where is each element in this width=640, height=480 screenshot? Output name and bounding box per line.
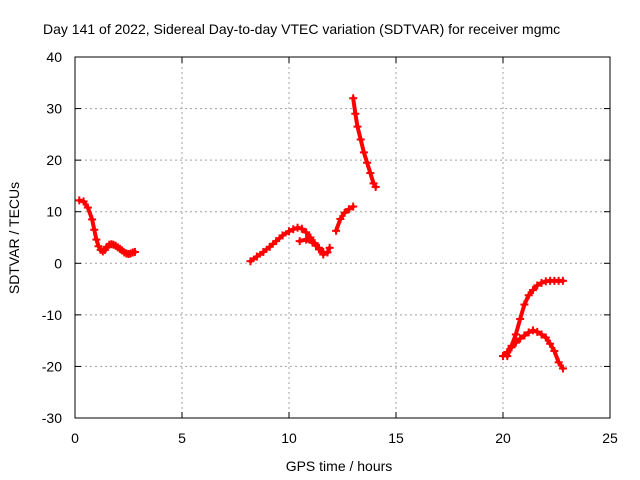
data-point bbox=[302, 228, 311, 237]
x-axis-label: GPS time / hours bbox=[286, 458, 393, 474]
x-tick-labels: 0 5 10 15 20 25 bbox=[71, 430, 618, 446]
y-axis-label: SDTVAR / TECUs bbox=[6, 182, 22, 294]
data-point bbox=[293, 223, 302, 232]
data-point bbox=[351, 109, 360, 118]
data-point bbox=[537, 330, 546, 339]
data-point bbox=[265, 242, 274, 251]
data-point bbox=[507, 341, 516, 350]
y-tick-label: -30 bbox=[42, 410, 62, 426]
data-point bbox=[503, 352, 512, 361]
data-point bbox=[520, 300, 529, 309]
x-tick-label: 10 bbox=[281, 430, 297, 446]
axis-ticks bbox=[74, 56, 611, 419]
series-segment-4 bbox=[332, 202, 358, 235]
chart-title: Day 141 of 2022, Sidereal Day-to-day VTE… bbox=[43, 21, 560, 37]
data-point bbox=[344, 205, 353, 214]
data-point bbox=[259, 247, 268, 256]
x-tick-label: 5 bbox=[178, 430, 186, 446]
data-point bbox=[554, 358, 563, 367]
data-point bbox=[75, 196, 84, 205]
data-point bbox=[550, 346, 559, 355]
data-point bbox=[336, 214, 345, 223]
data-point bbox=[541, 333, 550, 342]
series-segment-1 bbox=[75, 196, 139, 259]
data-point bbox=[319, 247, 328, 256]
data-point bbox=[511, 330, 520, 339]
x-tick-label: 15 bbox=[388, 430, 404, 446]
data-point bbox=[332, 226, 341, 235]
data-point bbox=[278, 231, 287, 240]
data-point bbox=[371, 182, 380, 191]
data-point bbox=[285, 227, 293, 236]
y-tick-labels: -30 -20 -10 0 10 20 30 40 bbox=[42, 49, 62, 426]
data-point bbox=[88, 215, 97, 224]
data-point bbox=[359, 148, 368, 157]
data-point bbox=[308, 238, 317, 247]
data-point bbox=[90, 225, 99, 234]
data-point bbox=[558, 364, 567, 373]
data-point bbox=[302, 235, 311, 244]
data-point bbox=[349, 202, 358, 211]
data-point bbox=[366, 169, 375, 178]
y-tick-label: -10 bbox=[42, 307, 62, 323]
y-tick-label: -20 bbox=[42, 358, 62, 374]
data-point bbox=[524, 291, 533, 300]
data-point bbox=[516, 314, 525, 323]
x-tick-label: 0 bbox=[71, 430, 79, 446]
data-point bbox=[533, 327, 542, 336]
plot-frame bbox=[74, 56, 611, 419]
data-point bbox=[528, 286, 537, 295]
data-point bbox=[314, 243, 323, 252]
x-tick-label: 25 bbox=[602, 430, 618, 446]
data-point bbox=[528, 326, 537, 335]
y-tick-label: 40 bbox=[46, 49, 62, 65]
y-tick-label: 10 bbox=[46, 204, 62, 220]
series-segment-3 bbox=[295, 235, 328, 256]
grid bbox=[75, 57, 610, 418]
y-tick-label: 0 bbox=[54, 255, 62, 271]
data-point bbox=[79, 197, 88, 206]
data-point bbox=[272, 237, 281, 246]
data-point bbox=[516, 334, 525, 343]
data-point bbox=[353, 122, 362, 131]
data-point bbox=[289, 225, 298, 234]
data-point bbox=[92, 235, 101, 244]
data-point bbox=[246, 257, 255, 266]
data-series bbox=[75, 94, 567, 373]
series-segment-7 bbox=[503, 276, 567, 361]
y-tick-label: 20 bbox=[46, 152, 62, 168]
data-point bbox=[524, 328, 533, 337]
data-point bbox=[297, 224, 306, 233]
y-tick-label: 30 bbox=[46, 101, 62, 117]
data-point bbox=[537, 278, 546, 287]
data-point bbox=[295, 237, 304, 246]
data-point bbox=[349, 94, 358, 103]
data-point bbox=[558, 276, 567, 285]
data-point bbox=[520, 331, 529, 340]
data-point bbox=[363, 158, 372, 167]
data-point bbox=[252, 252, 261, 261]
series-segment-5 bbox=[349, 94, 380, 191]
data-point bbox=[356, 135, 365, 144]
data-point bbox=[546, 339, 555, 348]
data-point bbox=[533, 281, 542, 290]
data-point bbox=[83, 203, 92, 212]
data-point bbox=[340, 208, 349, 217]
data-point bbox=[130, 247, 139, 256]
x-tick-label: 20 bbox=[495, 430, 511, 446]
data-point bbox=[325, 243, 334, 252]
